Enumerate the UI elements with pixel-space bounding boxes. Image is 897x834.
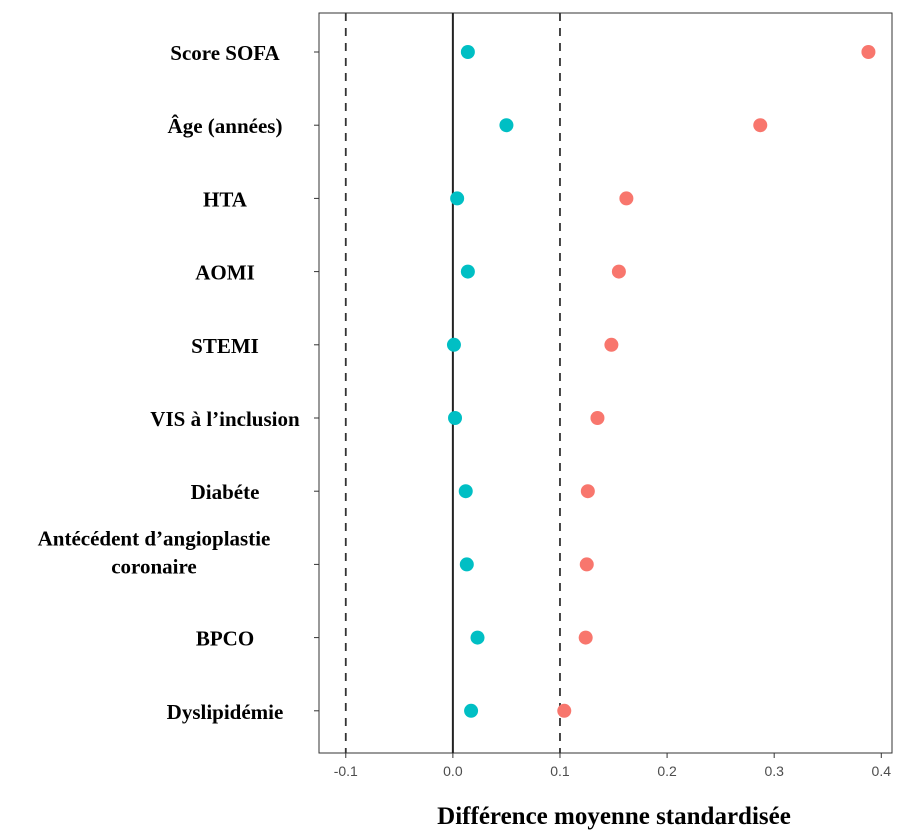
data-point [460,45,475,59]
data-points [446,45,876,718]
category-label: BPCO [196,627,254,651]
category-label: HTA [203,187,248,211]
data-point [611,264,626,279]
data-point [448,411,463,425]
data-point [450,191,465,206]
x-tick-label: 0.4 [872,763,892,779]
category-label: Dyslipidémie [167,700,284,724]
plot-panel [318,12,893,754]
data-point [459,557,474,572]
x-tick-label: 0.3 [764,763,784,779]
data-point [499,118,514,133]
data-point [458,484,473,499]
category-label: STEMI [191,334,259,358]
data-point [590,411,605,425]
data-point [619,191,634,206]
category-label: Âge (années) [168,114,283,138]
data-point [861,45,876,59]
data-point [579,557,594,572]
y-axis-ticks [314,51,319,712]
data-point [753,118,768,133]
x-tick-label: 0.0 [443,763,463,779]
data-point [580,484,595,499]
category-label: Score SOFA [170,41,280,65]
data-point [557,703,572,718]
data-point [470,630,485,645]
x-tick-label: -0.1 [334,763,358,779]
category-label: VIS à l’inclusion [150,407,300,431]
data-point [446,337,461,352]
x-tick-label: 0.1 [550,763,570,779]
x-axis-title: Différence moyenne standardisée [437,803,791,830]
data-point [460,264,475,279]
data-point [464,703,479,718]
data-point [604,337,619,352]
category-label: Antécédent d’angioplastie [38,526,271,550]
y-axis-category-labels: Score SOFA Âge (années) HTA AOMI STEMI VIS à … [38,41,300,724]
category-label: AOMI [195,261,255,285]
category-label: Diabéte [191,480,260,504]
x-axis-ticks: -0.1 0.0 0.1 0.2 0.3 0.4 [334,753,892,779]
reference-lines [344,13,561,753]
data-point [578,630,593,645]
category-label: coronaire [111,554,197,578]
x-tick-label: 0.2 [657,763,677,779]
